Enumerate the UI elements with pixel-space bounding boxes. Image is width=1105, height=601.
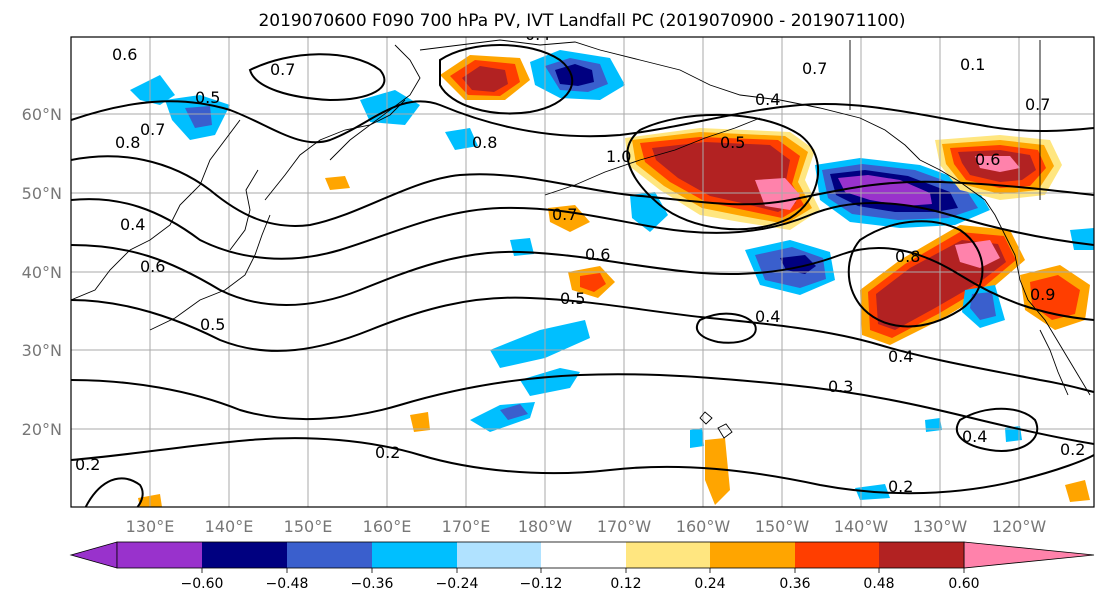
contour-label: 0.4	[755, 307, 780, 326]
contour-label: 0.7	[802, 59, 827, 78]
contour-label: 0.5	[720, 133, 745, 152]
contour-labels: 0.6 0.7 0.5 0.7 0.8 0.4 0.6 0.5 0.4 0.8 …	[75, 25, 1085, 496]
colorbar-swatch	[202, 542, 287, 568]
contour-label: 0.6	[585, 245, 610, 264]
contour-label: 0.9	[1030, 285, 1055, 304]
coastlines	[71, 39, 1091, 439]
colorbar-tick: −0.24	[436, 576, 479, 592]
lon-label: 150°E	[284, 517, 333, 536]
contour-label: 0.4	[888, 347, 913, 366]
lat-label: 40°N	[22, 263, 62, 282]
contour-label: 0.5	[200, 315, 225, 334]
colorbar-swatch	[541, 542, 626, 568]
contour-label: 0.2	[375, 443, 400, 462]
lon-label: 150°W	[755, 517, 810, 536]
contour-label: 0.5	[560, 289, 585, 308]
map-border	[70, 36, 1095, 508]
colorbar-swatch	[710, 542, 795, 568]
colorbar-swatch	[457, 542, 541, 568]
colorbar: −0.60 −0.48 −0.36 −0.24 −0.12 0.12 0.24 …	[69, 541, 1095, 592]
lon-label: 140°E	[205, 517, 254, 536]
contour-label: 0.3	[828, 377, 853, 396]
lon-label: 170°W	[597, 517, 652, 536]
latitude-labels: 60°N 50°N 40°N 30°N 20°N	[22, 105, 62, 439]
longitude-labels: 130°E 140°E 150°E 160°E 170°E 180°W 170°…	[126, 517, 1047, 536]
contour-label: 0.4	[525, 25, 550, 44]
colorbar-tick: 0.36	[779, 576, 810, 592]
contour-label: 0.7	[1025, 95, 1050, 114]
lon-label: 140°W	[834, 517, 889, 536]
map-area: 0.6 0.7 0.5 0.7 0.8 0.4 0.6 0.5 0.4 0.8 …	[71, 25, 1094, 507]
map-title: 2019070600 F090 700 hPa PV, IVT Landfall…	[258, 11, 905, 31]
lon-label: 130°E	[126, 517, 175, 536]
contour-label: 0.6	[140, 257, 165, 276]
colorbar-tick: 0.12	[610, 576, 641, 592]
lon-label: 120°W	[992, 517, 1047, 536]
contour-label: 0.4	[962, 427, 987, 446]
colorbar-extend-right	[963, 541, 1095, 569]
contour-label: 0.8	[115, 133, 140, 152]
colorbar-swatch	[117, 542, 202, 568]
contour-label: 0.2	[1060, 440, 1085, 459]
colorbar-tick: 0.24	[694, 576, 725, 592]
contour-label: 0.7	[552, 205, 577, 224]
colorbar-tick: −0.60	[181, 576, 224, 592]
colorbar-tick: 0.60	[948, 576, 979, 592]
colorbar-swatch	[795, 542, 879, 568]
contour-label: 0.6	[975, 150, 1000, 169]
lon-label: 160°E	[363, 517, 412, 536]
colorbar-tick: −0.36	[351, 576, 394, 592]
contour-label: 0.8	[895, 247, 920, 266]
colorbar-tick: 0.48	[863, 576, 894, 592]
contour-label: 0.7	[140, 120, 165, 139]
pv-contours	[71, 44, 1094, 507]
lon-label: 180°W	[518, 517, 573, 536]
contour-label: 0.1	[960, 55, 985, 74]
lat-label: 50°N	[22, 184, 62, 203]
lat-label: 60°N	[22, 105, 62, 124]
colorbar-swatch	[287, 542, 372, 568]
contour-label: 0.6	[112, 45, 137, 64]
colorbar-tick: −0.48	[266, 576, 309, 592]
contour-label: 0.7	[270, 60, 295, 79]
colorbar-swatch	[879, 542, 964, 568]
contour-label: 0.8	[472, 133, 497, 152]
colorbar-tick: −0.12	[520, 576, 563, 592]
contour-label: 0.4	[755, 90, 780, 109]
lat-label: 30°N	[22, 341, 62, 360]
contour-label: 0.5	[195, 88, 220, 107]
contour-label: 1.0	[606, 147, 631, 166]
colorbar-swatch	[372, 542, 457, 568]
lon-label: 170°E	[442, 517, 491, 536]
colorbar-extend-left	[69, 541, 118, 569]
lon-label: 160°W	[676, 517, 731, 536]
colorbar-swatch	[626, 542, 710, 568]
contour-label: 0.2	[75, 455, 100, 474]
lat-label: 20°N	[22, 420, 62, 439]
lon-label: 130°W	[913, 517, 968, 536]
contour-label: 0.4	[120, 215, 145, 234]
contour-label: 0.2	[888, 477, 913, 496]
